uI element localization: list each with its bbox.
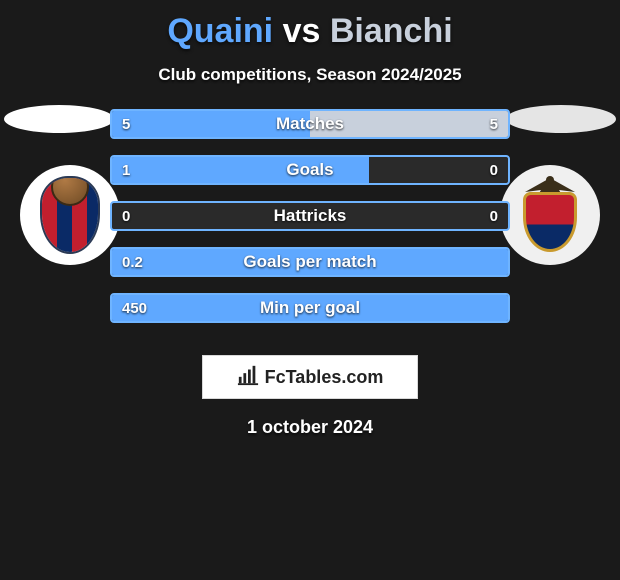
right-value: 0 <box>480 157 508 183</box>
comparison-chart: 55Matches10Goals00Hattricks0.2Goals per … <box>0 109 620 349</box>
player1-name: Quaini <box>167 12 273 50</box>
casertana-crest-icon <box>515 174 585 256</box>
comparison-title: Quaini vs Bianchi <box>0 0 620 51</box>
snapshot-date: 1 october 2024 <box>0 417 620 438</box>
brand-text: FcTables.com <box>265 367 384 388</box>
catania-crest-icon <box>40 176 100 254</box>
left-fill <box>112 111 310 137</box>
left-fill <box>112 295 508 321</box>
left-fill <box>112 157 369 183</box>
stat-bar-row: 0 0Hattricks <box>110 201 510 231</box>
right-oval-decor <box>506 105 616 133</box>
season-subtitle: Club competitions, Season 2024/2025 <box>0 65 620 85</box>
player2-name: Bianchi <box>330 12 453 50</box>
left-club-badge <box>20 165 120 265</box>
right-value: 0 <box>480 203 508 229</box>
right-fill <box>310 111 508 137</box>
bar-chart-icon <box>237 364 259 391</box>
stat-bars-container: 55Matches10Goals00Hattricks0.2Goals per … <box>110 109 510 339</box>
vs-text: vs <box>283 12 321 50</box>
stat-label: Hattricks <box>112 203 508 229</box>
brand-box: FcTables.com <box>202 355 418 399</box>
stat-bar-row: 10Goals <box>110 155 510 185</box>
stat-bar-row: 55Matches <box>110 109 510 139</box>
stat-bar-row: 450Min per goal <box>110 293 510 323</box>
left-fill <box>112 249 508 275</box>
right-club-badge <box>500 165 600 265</box>
stat-bar-row: 0.2Goals per match <box>110 247 510 277</box>
left-oval-decor <box>4 105 114 133</box>
left-value: 0 <box>112 203 140 229</box>
